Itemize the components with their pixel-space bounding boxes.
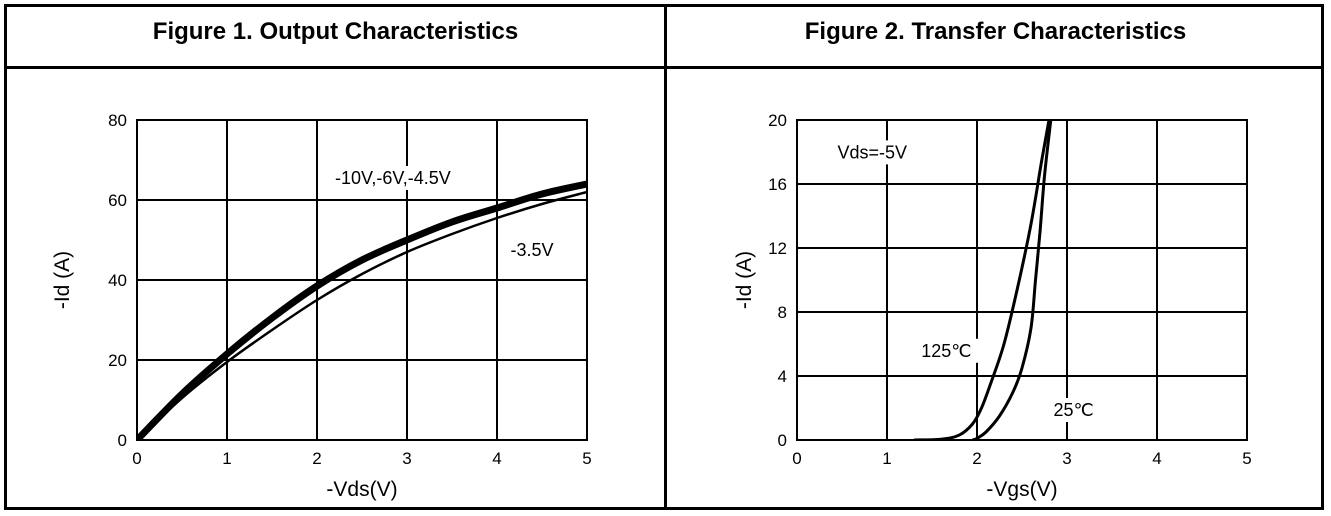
x-tick-label: 0 xyxy=(792,449,801,468)
series-line-1 xyxy=(137,180,587,440)
y-axis-label: -Id (A) xyxy=(733,251,756,309)
annotation-background xyxy=(833,140,934,165)
series-line-2 xyxy=(971,120,1053,440)
x-tick-label: 2 xyxy=(972,449,981,468)
x-tick-label: 0 xyxy=(132,449,141,468)
x-tick-label: 4 xyxy=(1152,449,1161,468)
x-tick-label: 5 xyxy=(1242,449,1251,468)
annotation-background xyxy=(331,166,489,190)
x-tick-label: 1 xyxy=(882,449,891,468)
y-tick-label: 16 xyxy=(768,175,787,194)
y-tick-label: 20 xyxy=(768,111,787,130)
x-axis-label: -Vds(V) xyxy=(326,478,397,501)
y-tick-label: 80 xyxy=(108,111,127,130)
x-tick-label: 4 xyxy=(492,449,501,468)
annotation-label: -10V,-6V,-4.5V xyxy=(335,168,451,188)
x-tick-label: 3 xyxy=(402,449,411,468)
y-tick-label: 12 xyxy=(768,239,787,258)
annotation-background xyxy=(917,338,984,363)
annotation-background xyxy=(506,238,569,262)
panel-divider xyxy=(664,4,667,510)
annotation-label: Vds=-5V xyxy=(838,142,908,162)
figure-1-title: Figure 1. Output Characteristics xyxy=(152,18,519,45)
annotation-label: -3.5V xyxy=(511,240,554,260)
plot-area-frame xyxy=(796,119,1248,441)
x-tick-label: 1 xyxy=(222,449,231,468)
y-tick-label: 0 xyxy=(118,431,127,450)
plot-area-frame xyxy=(136,119,588,441)
x-tick-label: 5 xyxy=(582,449,591,468)
y-tick-label: 0 xyxy=(778,431,787,450)
output-characteristics-chart: 0 1 2 3 4 5 0 20 40 60 80 -Vds(V) -Id (A) -10V,-6V,-4… xyxy=(51,111,592,501)
series-line-2 xyxy=(137,190,587,440)
y-axis-label: -Id (A) xyxy=(51,251,74,309)
y-tick-label: 40 xyxy=(108,271,127,290)
annotation-label: 25℃ xyxy=(1054,400,1094,420)
y-tick-label: 8 xyxy=(778,303,787,322)
y-tick-label: 60 xyxy=(108,191,127,210)
y-tick-label: 4 xyxy=(778,367,787,386)
annotation-background xyxy=(1049,398,1106,422)
y-tick-label: 20 xyxy=(108,351,127,370)
figure-2-title: Figure 2. Transfer Characteristics xyxy=(804,18,1187,45)
title-divider xyxy=(4,66,1324,69)
series-line-1 xyxy=(913,120,1051,440)
annotation-label: 125℃ xyxy=(921,341,971,361)
x-axis-label: -Vgs(V) xyxy=(986,478,1057,501)
x-tick-label: 2 xyxy=(312,449,321,468)
x-tick-label: 3 xyxy=(1062,449,1071,468)
